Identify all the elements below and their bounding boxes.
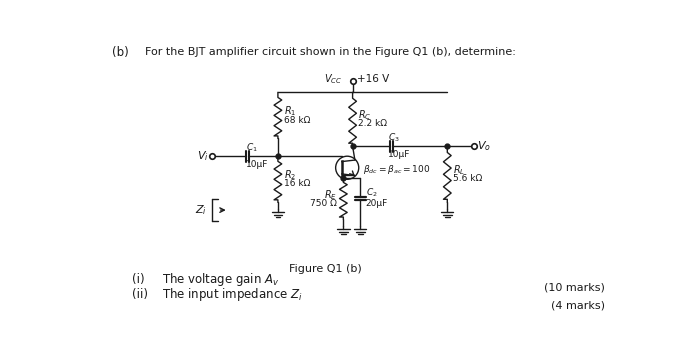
Text: 10μF: 10μF (388, 150, 410, 159)
Text: $C_3$: $C_3$ (388, 131, 400, 144)
Text: $V_o$: $V_o$ (477, 139, 491, 153)
Text: $R_2$: $R_2$ (284, 169, 296, 182)
Text: $V_{CC}$: $V_{CC}$ (323, 72, 342, 86)
Text: For the BJT amplifier circuit shown in the Figure Q1 (b), determine:: For the BJT amplifier circuit shown in t… (145, 47, 516, 57)
Text: $C_1$: $C_1$ (246, 142, 258, 154)
Text: (i): (i) (132, 273, 144, 286)
Text: (b): (b) (112, 46, 129, 59)
Text: $R_E$: $R_E$ (324, 188, 337, 202)
Text: (ii): (ii) (132, 288, 148, 301)
Text: The input impedance $Z_i$: The input impedance $Z_i$ (162, 286, 303, 303)
Text: (10 marks): (10 marks) (545, 282, 605, 292)
Text: $R_L$: $R_L$ (454, 164, 466, 177)
Text: $R_C$: $R_C$ (358, 108, 372, 122)
Text: Figure Q1 (b): Figure Q1 (b) (289, 264, 362, 275)
Text: 16 kΩ: 16 kΩ (284, 180, 310, 188)
Text: $Z_i$: $Z_i$ (195, 203, 207, 217)
Text: (4 marks): (4 marks) (551, 301, 605, 310)
Text: 20μF: 20μF (365, 199, 388, 208)
Text: +16 V: +16 V (357, 74, 389, 84)
Text: 2.2 kΩ: 2.2 kΩ (358, 119, 387, 128)
Text: $R_1$: $R_1$ (284, 105, 296, 118)
Text: 68 kΩ: 68 kΩ (284, 115, 310, 125)
Text: 10μF: 10μF (246, 160, 269, 169)
Text: $\beta_{dc}=\beta_{ac}=100$: $\beta_{dc}=\beta_{ac}=100$ (363, 163, 430, 176)
Text: The voltage gain $A_v$: The voltage gain $A_v$ (162, 271, 280, 288)
Text: 5.6 kΩ: 5.6 kΩ (454, 174, 483, 183)
Text: $C_2$: $C_2$ (365, 186, 377, 199)
Text: $V_i$: $V_i$ (197, 149, 209, 163)
Text: 750 Ω: 750 Ω (310, 199, 337, 208)
